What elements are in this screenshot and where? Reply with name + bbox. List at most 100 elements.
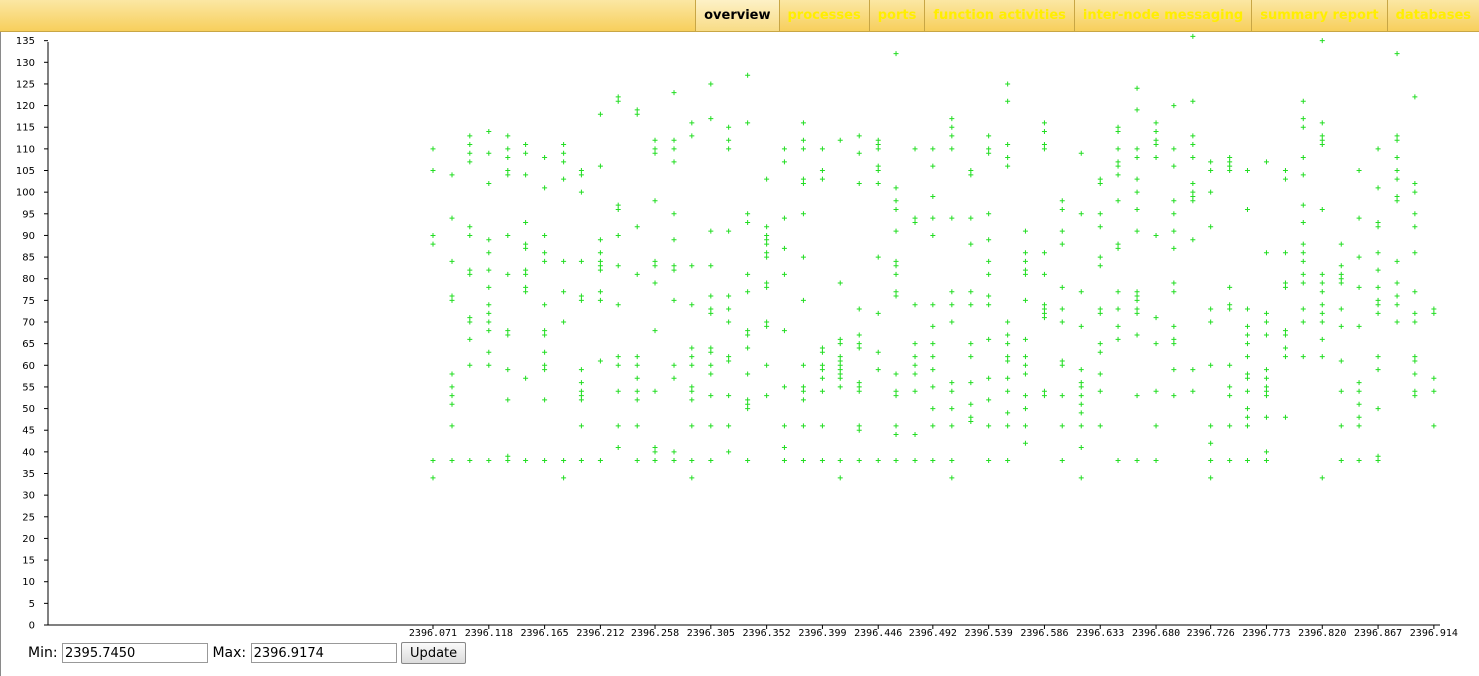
data-point xyxy=(1338,306,1344,312)
data-point xyxy=(1190,142,1196,148)
data-point xyxy=(505,332,511,338)
data-point xyxy=(930,323,936,329)
data-point xyxy=(1022,267,1028,273)
data-point xyxy=(1227,155,1233,161)
data-point xyxy=(1190,189,1196,195)
data-point xyxy=(1356,323,1362,329)
data-point xyxy=(467,271,473,277)
data-point xyxy=(1022,297,1028,303)
data-point xyxy=(1263,332,1269,338)
tab-function-activities[interactable]: function activities xyxy=(924,0,1074,31)
data-point xyxy=(597,258,603,264)
data-point xyxy=(912,354,918,360)
data-point xyxy=(634,388,640,394)
data-point xyxy=(1319,120,1325,126)
data-point xyxy=(542,232,548,238)
data-point xyxy=(1244,354,1250,360)
data-point xyxy=(819,367,825,373)
data-point xyxy=(968,341,974,347)
data-point xyxy=(1005,332,1011,338)
max-input[interactable] xyxy=(250,643,397,663)
top-nav-bar: overview processes ports function activitie… xyxy=(0,0,1479,32)
data-point xyxy=(1394,176,1400,182)
tab-databases[interactable]: databases xyxy=(1386,0,1479,31)
tab-overview[interactable]: overview xyxy=(695,0,779,31)
x-tick-label: 2396.118 xyxy=(465,628,513,639)
data-point xyxy=(1319,475,1325,481)
data-point xyxy=(968,302,974,308)
data-point xyxy=(542,155,548,161)
data-point xyxy=(745,271,751,277)
data-point xyxy=(986,150,992,156)
data-point xyxy=(1078,384,1084,390)
data-point xyxy=(800,180,806,186)
data-point xyxy=(1153,137,1159,143)
data-point xyxy=(1208,189,1214,195)
update-button[interactable]: Update xyxy=(401,642,467,664)
data-point xyxy=(1319,319,1325,325)
data-point xyxy=(615,98,621,104)
data-point xyxy=(949,319,955,325)
data-point xyxy=(986,211,992,217)
data-point xyxy=(449,384,455,390)
data-point xyxy=(578,172,584,178)
data-point xyxy=(1078,323,1084,329)
tab-inter-node-messaging[interactable]: inter-node messaging xyxy=(1073,0,1251,31)
data-point xyxy=(745,72,751,78)
min-input[interactable] xyxy=(62,643,209,663)
data-point xyxy=(1153,423,1159,429)
data-point xyxy=(1244,423,1250,429)
data-point xyxy=(893,388,899,394)
data-point xyxy=(486,180,492,186)
data-point xyxy=(615,445,621,451)
data-point xyxy=(1005,142,1011,148)
data-point xyxy=(912,146,918,152)
data-point xyxy=(689,458,695,464)
data-point xyxy=(1208,159,1214,165)
data-point xyxy=(745,211,751,217)
data-point xyxy=(671,90,677,96)
data-point xyxy=(930,423,936,429)
data-point xyxy=(764,393,770,399)
data-point xyxy=(1375,458,1381,464)
data-point xyxy=(505,133,511,139)
data-point xyxy=(764,284,770,290)
data-point xyxy=(708,345,714,351)
data-point xyxy=(837,362,843,368)
data-point xyxy=(1171,228,1177,234)
data-point xyxy=(430,232,436,238)
data-point xyxy=(1171,323,1177,329)
data-point xyxy=(561,142,567,148)
y-tick-label: 130 xyxy=(16,58,35,69)
data-point xyxy=(615,263,621,269)
data-point xyxy=(930,341,936,347)
data-point xyxy=(1412,224,1418,230)
tab-summary-report[interactable]: summary report xyxy=(1251,0,1386,31)
data-point xyxy=(708,228,714,234)
data-point xyxy=(764,224,770,230)
data-point xyxy=(1190,193,1196,199)
data-point xyxy=(1412,319,1418,325)
tab-ports[interactable]: ports xyxy=(868,0,925,31)
data-point xyxy=(708,423,714,429)
data-point xyxy=(1208,319,1214,325)
data-point xyxy=(781,328,787,334)
data-point xyxy=(893,271,899,277)
data-point xyxy=(819,168,825,174)
data-point xyxy=(1300,202,1306,208)
data-point xyxy=(652,388,658,394)
data-point xyxy=(1153,129,1159,135)
y-tick-label: 30 xyxy=(22,491,35,502)
x-tick-label: 2396.352 xyxy=(743,628,791,639)
y-tick-label: 120 xyxy=(16,101,35,112)
data-point xyxy=(1319,302,1325,308)
data-point xyxy=(1153,388,1159,394)
data-point xyxy=(1115,129,1121,135)
data-point xyxy=(726,449,732,455)
data-point xyxy=(689,423,695,429)
data-point xyxy=(1041,310,1047,316)
data-point xyxy=(652,198,658,204)
tab-processes[interactable]: processes xyxy=(778,0,869,31)
data-point xyxy=(671,375,677,381)
data-point xyxy=(800,211,806,217)
